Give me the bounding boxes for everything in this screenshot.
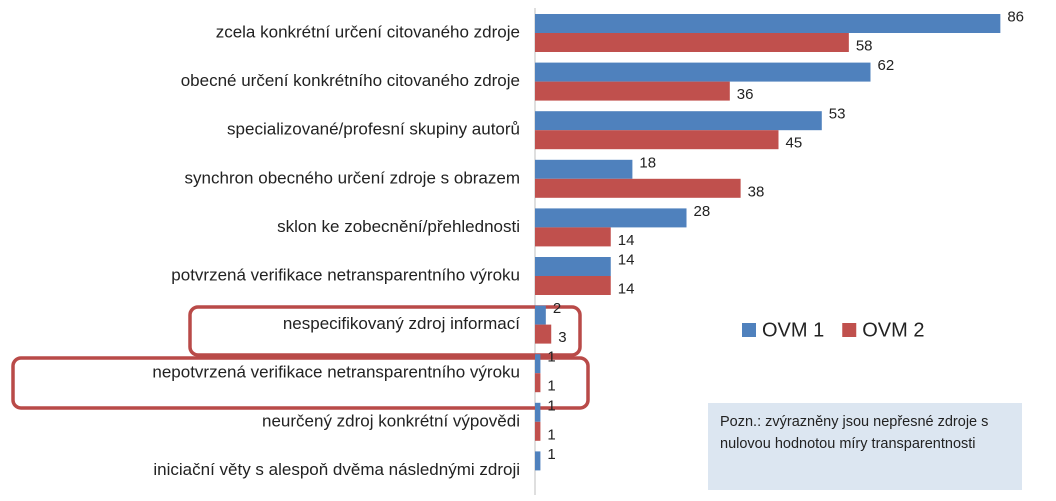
value-label: 2 xyxy=(553,300,561,317)
category-label: neurčený zdroj konkrétní výpovědi xyxy=(262,411,520,430)
bar xyxy=(535,257,611,276)
value-label: 14 xyxy=(618,232,635,249)
value-label: 38 xyxy=(748,183,765,200)
value-label: 3 xyxy=(558,329,566,346)
value-label: 53 xyxy=(829,106,846,123)
value-label: 18 xyxy=(639,154,656,171)
value-label: 62 xyxy=(877,57,894,74)
bar xyxy=(535,111,822,131)
bar xyxy=(535,354,541,374)
value-label: 1 xyxy=(547,446,555,463)
value-label: 1 xyxy=(547,397,555,414)
value-label: 36 xyxy=(737,86,754,103)
bar xyxy=(535,227,611,247)
category-label: sklon ke zobecnění/přehlednosti xyxy=(277,217,520,236)
value-label: 14 xyxy=(618,280,635,297)
bar xyxy=(535,208,687,228)
value-label: 86 xyxy=(1007,8,1024,25)
category-label: potvrzená verifikace netransparentního v… xyxy=(171,265,520,284)
value-label: 1 xyxy=(547,349,555,366)
bar xyxy=(535,451,541,471)
value-label: 58 xyxy=(856,37,873,54)
legend-label: OVM 2 xyxy=(862,319,924,341)
bar xyxy=(535,62,871,82)
bar xyxy=(535,81,730,101)
bar xyxy=(535,324,552,344)
legend-swatch xyxy=(842,323,857,337)
legend-swatch xyxy=(742,323,756,337)
category-label: zcela konkrétní určení citovaného zdroje xyxy=(216,22,520,41)
value-label: 1 xyxy=(547,426,555,443)
bar xyxy=(535,402,541,422)
value-label: 45 xyxy=(786,135,803,152)
legend-label: OVM 1 xyxy=(762,319,824,341)
category-label: iniciační věty s alespoň dvěma následným… xyxy=(153,460,520,479)
bar xyxy=(535,276,611,295)
value-label: 28 xyxy=(694,203,711,220)
category-label: nespecifikovaný zdroj informací xyxy=(283,314,520,333)
bar xyxy=(535,421,541,441)
category-label: synchron obecného určení zdroje s obraze… xyxy=(185,168,520,187)
bar xyxy=(535,178,741,198)
value-label: 1 xyxy=(547,378,555,395)
bar xyxy=(535,373,541,393)
highlight-box xyxy=(11,356,590,410)
value-label: 14 xyxy=(618,251,635,268)
bar xyxy=(535,159,633,179)
bar xyxy=(535,130,779,150)
highlight-box xyxy=(188,305,582,357)
bar xyxy=(535,305,546,325)
category-label: obecné určení konkrétního citovaného zdr… xyxy=(181,71,520,90)
category-label: specializované/profesní skupiny autorů xyxy=(227,120,520,139)
category-label: nepotvrzená verifikace netransparentního… xyxy=(152,363,520,382)
note: Pozn.: zvýrazněny jsou nepřesné zdroje s… xyxy=(708,403,1022,490)
bar xyxy=(535,14,1001,33)
bar xyxy=(535,33,849,52)
